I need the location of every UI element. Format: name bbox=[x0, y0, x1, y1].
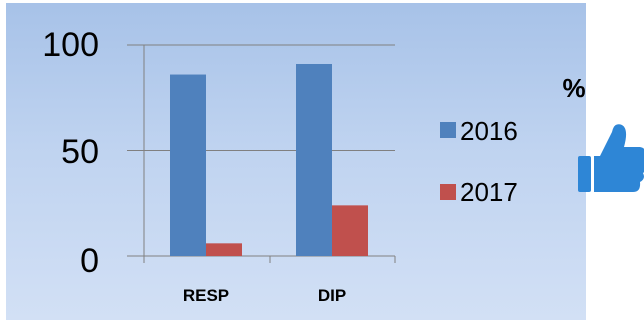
legend-swatch-2017 bbox=[440, 184, 456, 200]
bar-dip-2016 bbox=[296, 63, 332, 256]
x-tick-label: DIP bbox=[318, 286, 346, 305]
bar-resp-2016 bbox=[170, 74, 206, 256]
x-tick-label: RESP bbox=[183, 286, 229, 305]
y-tick-label: 100 bbox=[42, 26, 99, 64]
bars bbox=[170, 63, 368, 256]
axes bbox=[143, 45, 396, 263]
y-tick-label: 0 bbox=[80, 242, 99, 280]
unit-label: % bbox=[562, 73, 585, 103]
bar-resp-2017 bbox=[206, 243, 242, 256]
legend-label-2016: 2016 bbox=[460, 116, 518, 146]
y-tick-label: 50 bbox=[61, 133, 99, 171]
thumbs-up-icon bbox=[578, 124, 644, 192]
legend-swatch-2016 bbox=[440, 122, 456, 138]
legend-label-2017: 2017 bbox=[460, 177, 518, 207]
bar-dip-2017 bbox=[332, 205, 368, 256]
